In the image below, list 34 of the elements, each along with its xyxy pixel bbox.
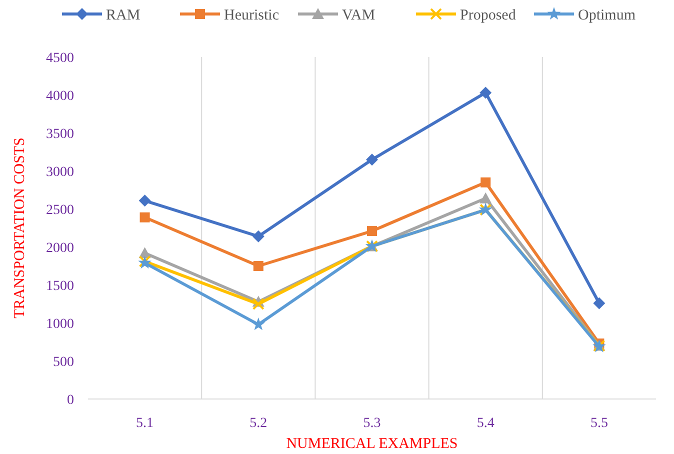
point	[138, 194, 151, 207]
point	[593, 297, 606, 310]
x-tick-label: 5.4	[476, 416, 494, 431]
y-tick-label: 1000	[46, 316, 74, 332]
x-axis-title: NUMERICAL EXAMPLES	[286, 436, 458, 452]
legend-label: Heuristic	[224, 7, 280, 24]
y-tick-label: 500	[53, 354, 74, 370]
point	[366, 154, 378, 166]
point	[480, 192, 492, 204]
y-tick-label: 4000	[46, 88, 74, 104]
legend-label: VAM	[342, 7, 376, 24]
point	[367, 226, 377, 236]
y-tick-label: 0	[67, 392, 74, 408]
y-axis-title: TRANSPORTATION COSTS	[12, 138, 28, 318]
y-tick-label: 4500	[46, 50, 74, 66]
point	[252, 298, 264, 310]
y-tick-label: 2000	[46, 240, 74, 256]
point	[252, 230, 264, 242]
point	[480, 86, 492, 99]
y-tick-label: 3000	[46, 164, 74, 180]
x-tick-label: 5.3	[363, 416, 381, 431]
legend-label: RAM	[106, 7, 140, 24]
y-tick-label: 2500	[46, 202, 74, 218]
point	[480, 177, 491, 188]
x-tick-label: 5.1	[136, 416, 154, 431]
y-tick-label: 3500	[46, 126, 74, 142]
x-tick-label: 5.5	[590, 416, 608, 431]
legend-label: Optimum	[578, 7, 636, 24]
y-tick-label: 1500	[46, 278, 74, 294]
point	[253, 261, 264, 271]
x-tick-label: 5.2	[250, 416, 268, 431]
point	[252, 318, 266, 330]
legend-label: Proposed	[460, 7, 516, 24]
point	[140, 212, 150, 222]
